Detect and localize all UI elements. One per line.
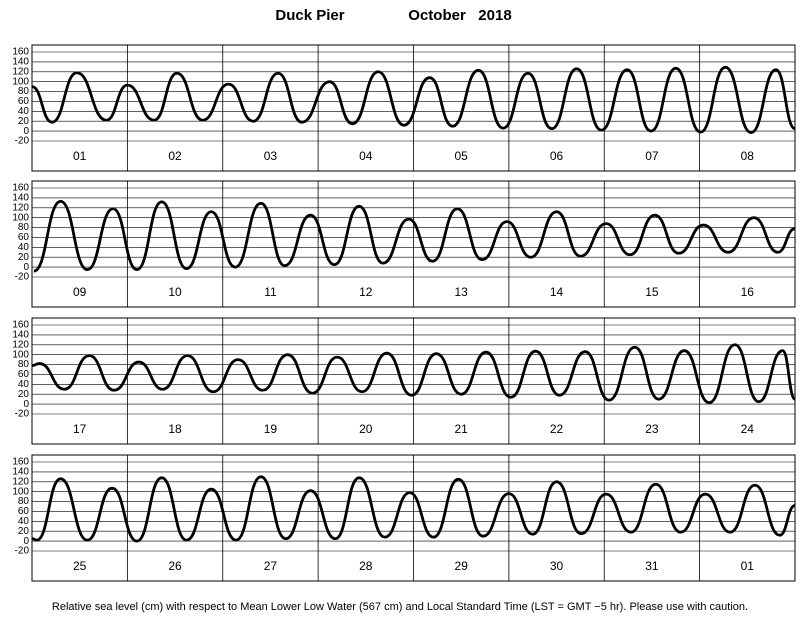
day-label: 05 [455, 149, 469, 163]
y-tick-label: 140 [12, 193, 29, 204]
day-label: 24 [741, 422, 755, 436]
y-tick-label: 0 [23, 536, 29, 547]
day-label: 09 [73, 285, 87, 299]
day-label: 16 [741, 285, 755, 299]
day-label: 27 [264, 559, 278, 573]
y-tick-label: 60 [18, 96, 30, 107]
y-tick-label: 80 [18, 222, 30, 233]
y-tick-label: 100 [12, 76, 29, 87]
y-tick-label: 60 [18, 506, 30, 517]
day-label: 22 [550, 422, 564, 436]
y-tick-label: 80 [18, 496, 30, 507]
footnote: Relative sea level (cm) with respect to … [52, 601, 748, 613]
y-tick-label: -20 [15, 272, 30, 283]
day-label: 31 [645, 559, 659, 573]
day-label: 15 [645, 285, 659, 299]
y-tick-label: 160 [12, 183, 29, 194]
day-label: 29 [455, 559, 469, 573]
day-label: 23 [645, 422, 659, 436]
day-label: 02 [168, 149, 182, 163]
day-label: 13 [455, 285, 469, 299]
tide-line [31, 65, 796, 134]
day-label: 28 [359, 559, 373, 573]
y-tick-label: -20 [15, 409, 30, 420]
y-tick-label: 120 [12, 66, 29, 77]
day-label: 21 [455, 422, 469, 436]
day-label: 18 [168, 422, 182, 436]
day-label: 07 [645, 149, 659, 163]
tide-line [33, 199, 796, 273]
y-tick-label: 120 [12, 339, 29, 350]
y-tick-label: -20 [15, 546, 30, 557]
y-tick-label: 20 [18, 252, 30, 263]
y-tick-label: 100 [12, 212, 29, 223]
day-label: 17 [73, 422, 87, 436]
y-tick-label: 80 [18, 359, 30, 370]
y-tick-label: 100 [12, 486, 29, 497]
day-label: 19 [264, 422, 278, 436]
day-label: 12 [359, 285, 373, 299]
y-tick-label: 120 [12, 476, 29, 487]
y-tick-label: 160 [12, 320, 29, 331]
day-label: 01 [741, 559, 755, 573]
date-title: October 2018 [408, 7, 511, 24]
station-title: Duck Pier [275, 7, 344, 24]
day-label: 03 [264, 149, 278, 163]
day-label: 14 [550, 285, 564, 299]
y-tick-label: 160 [12, 457, 29, 468]
y-tick-label: 40 [18, 106, 30, 117]
y-tick-label: 160 [12, 47, 29, 58]
y-tick-label: 0 [23, 126, 29, 137]
day-label: 08 [741, 149, 755, 163]
day-label: 26 [168, 559, 182, 573]
y-tick-label: 40 [18, 379, 30, 390]
y-tick-label: 140 [12, 57, 29, 68]
day-label: 10 [168, 285, 182, 299]
day-label: 01 [73, 149, 87, 163]
day-label: 20 [359, 422, 373, 436]
y-tick-label: 0 [23, 399, 29, 410]
y-tick-label: 140 [12, 467, 29, 478]
y-tick-label: 20 [18, 389, 30, 400]
day-label: 06 [550, 149, 564, 163]
y-tick-label: 120 [12, 202, 29, 213]
tide-line [31, 343, 797, 405]
tide-line [31, 475, 796, 543]
day-label: 04 [359, 149, 373, 163]
day-label: 11 [264, 285, 277, 299]
y-tick-label: 80 [18, 86, 30, 97]
y-tick-label: 100 [12, 349, 29, 360]
y-tick-label: 60 [18, 369, 30, 380]
y-tick-label: 20 [18, 526, 30, 537]
y-tick-label: 40 [18, 516, 30, 527]
y-tick-label: 20 [18, 116, 30, 127]
day-label: 30 [550, 559, 564, 573]
y-tick-label: -20 [15, 136, 30, 147]
day-label: 25 [73, 559, 87, 573]
y-tick-label: 40 [18, 242, 30, 253]
y-tick-label: 0 [23, 262, 29, 273]
y-tick-label: 60 [18, 232, 30, 243]
y-tick-label: 140 [12, 330, 29, 341]
